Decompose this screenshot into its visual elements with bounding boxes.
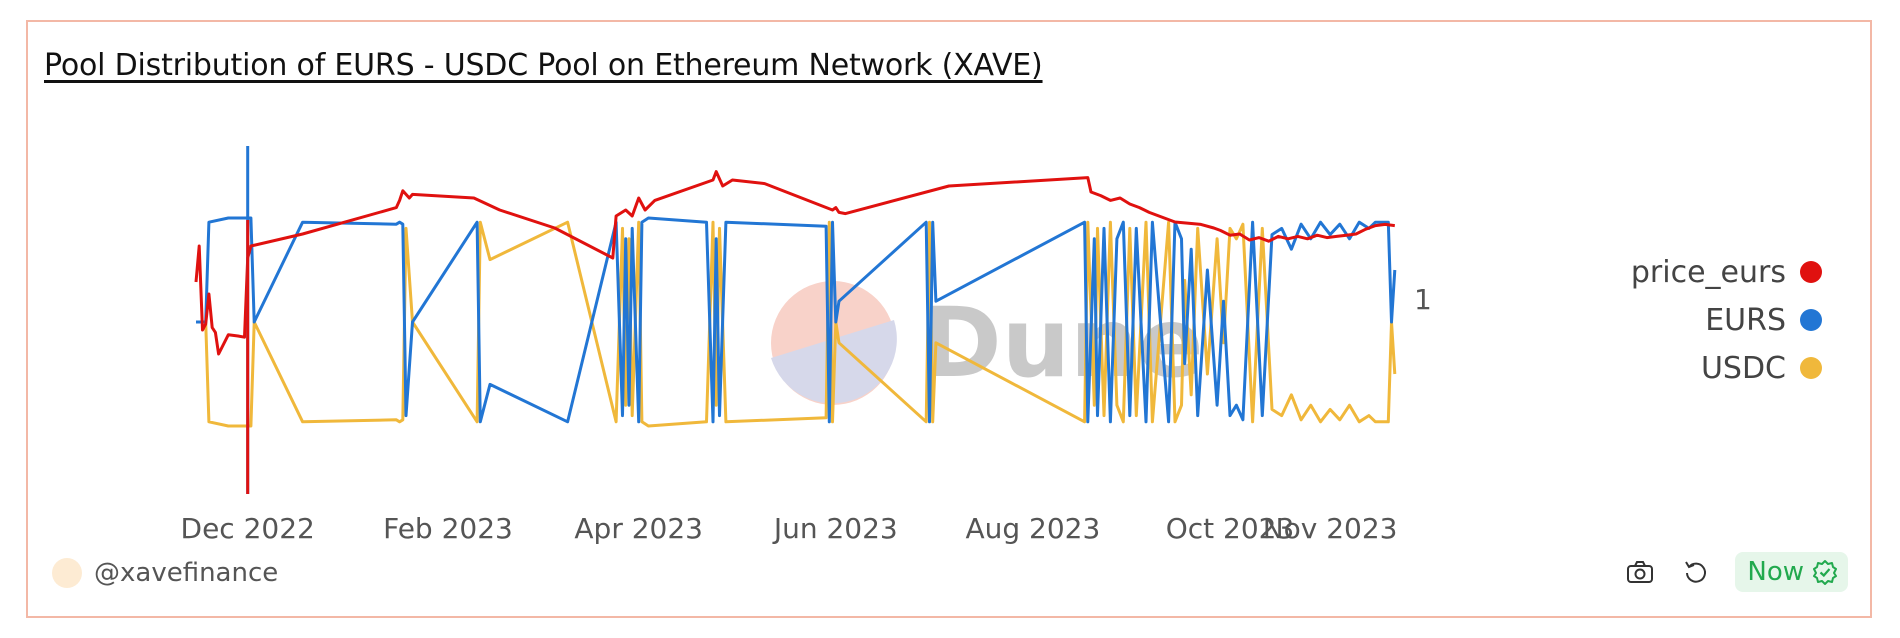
- freshness-badge[interactable]: Now: [1735, 552, 1848, 592]
- legend-label: USDC: [1700, 350, 1786, 386]
- x-axis-ticks: Dec 2022 Feb 2023 Apr 2023 Jun 2023 Aug 2023…: [181, 512, 1398, 545]
- legend-item-price-eurs[interactable]: price_eurs: [1631, 248, 1822, 296]
- x-tick-label: Feb 2023: [383, 512, 513, 545]
- series-layer: [194, 146, 1397, 494]
- refresh-icon[interactable]: [1679, 555, 1713, 589]
- legend: price_eurs EURS USDC: [1631, 248, 1822, 392]
- check-badge-icon: [1813, 560, 1837, 585]
- legend-dot: [1800, 357, 1822, 379]
- chart-title[interactable]: Pool Distribution of EURS - USDC Pool on…: [44, 48, 1043, 83]
- x-tick-label: Aug 2023: [965, 512, 1100, 545]
- x-tick-label: Apr 2023: [574, 512, 703, 545]
- x-tick-label: Oct 2023: [1166, 512, 1295, 545]
- legend-label: price_eurs: [1630, 254, 1786, 290]
- x-tick-label: Dec 2022: [181, 512, 315, 545]
- legend-label: EURS: [1705, 302, 1786, 338]
- y-axis-ticks: 1: [1414, 283, 1432, 316]
- avatar: [52, 558, 82, 588]
- footer-toolbar: Now: [1623, 552, 1848, 592]
- legend-dot: [1800, 309, 1822, 331]
- legend-item-eurs[interactable]: EURS: [1631, 296, 1822, 344]
- author-link[interactable]: @xavefinance: [52, 558, 278, 588]
- chart-card: [26, 20, 1872, 618]
- legend-dot: [1800, 261, 1822, 283]
- x-tick-label: Jun 2023: [772, 512, 898, 545]
- y-tick-label: 1: [1414, 283, 1432, 316]
- legend-item-usdc[interactable]: USDC: [1631, 344, 1822, 392]
- freshness-label: Now: [1747, 557, 1804, 587]
- camera-icon[interactable]: [1623, 555, 1657, 589]
- x-tick-label: Nov 2023: [1263, 512, 1398, 545]
- series-line-eurs[interactable]: [196, 216, 1397, 424]
- author-handle: @xavefinance: [94, 558, 279, 588]
